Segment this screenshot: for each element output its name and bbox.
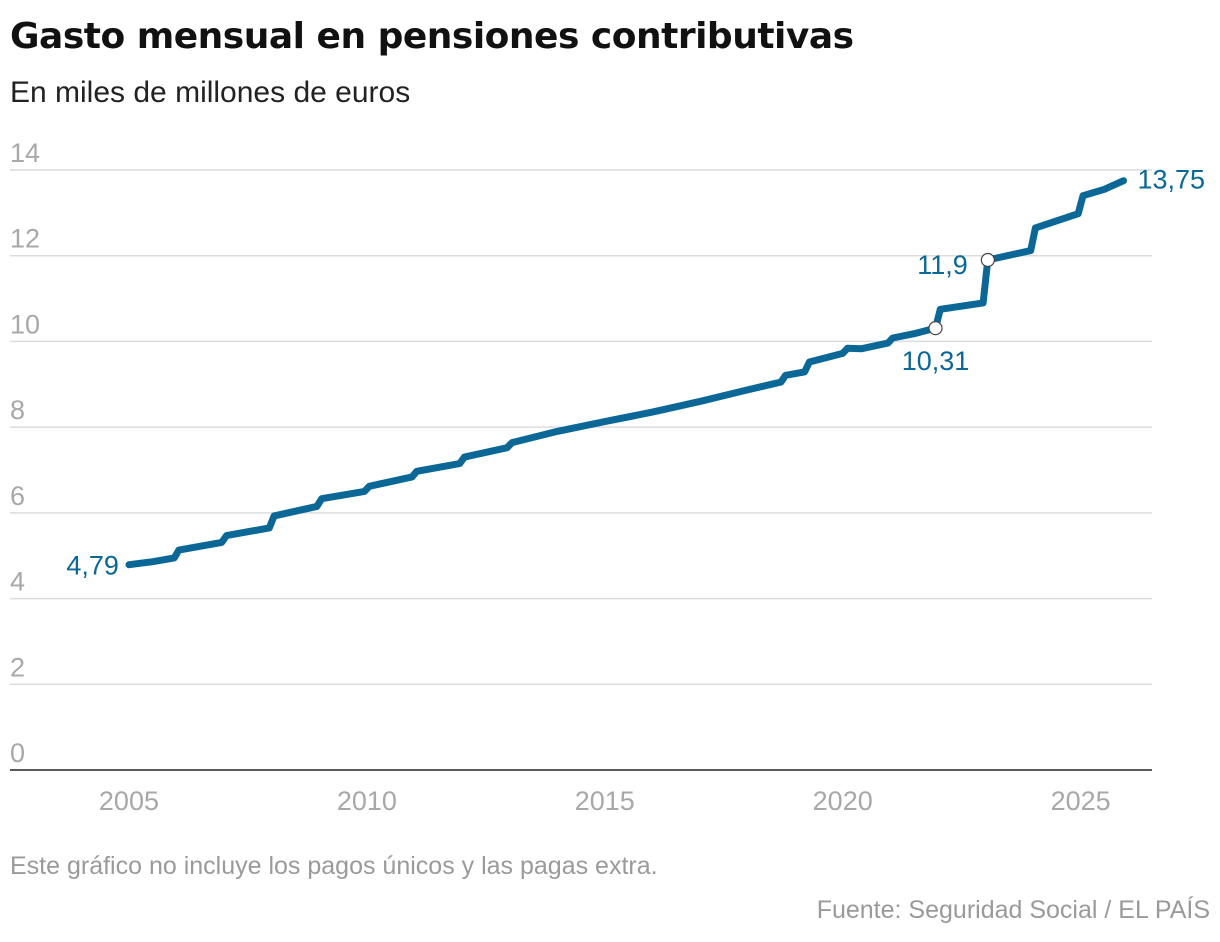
y-tick-label: 10: [10, 309, 40, 339]
y-tick-label: 8: [10, 395, 25, 425]
x-tick-label: 2010: [337, 786, 397, 816]
highlight-marker: [980, 252, 995, 268]
chart-title: Gasto mensual en pensiones contributivas: [10, 16, 854, 57]
x-tick-label: 2005: [99, 786, 159, 816]
data-label: 11,9: [917, 250, 968, 280]
data-label: 13,75: [1137, 165, 1205, 195]
y-tick-label: 12: [10, 224, 40, 254]
y-tick-label: 0: [10, 738, 25, 768]
series-line: [125, 177, 1127, 569]
chart-note: Este gráfico no incluye los pagos únicos…: [10, 852, 658, 880]
y-tick-label: 14: [10, 138, 40, 168]
x-tick-label: 2015: [575, 786, 635, 816]
y-tick-label: 2: [10, 652, 25, 682]
highlight-marker: [928, 321, 943, 336]
chart-subtitle: En miles de millones de euros: [10, 76, 411, 109]
data-label: 4,79: [66, 551, 119, 581]
x-tick-label: 2025: [1051, 786, 1111, 816]
y-tick-label: 4: [10, 567, 25, 597]
data-label: 10,31: [902, 346, 970, 376]
chart-source: Fuente: Seguridad Social / EL PAÍS: [816, 896, 1210, 924]
x-tick-label: 2020: [813, 786, 873, 816]
y-tick-label: 6: [10, 481, 25, 511]
